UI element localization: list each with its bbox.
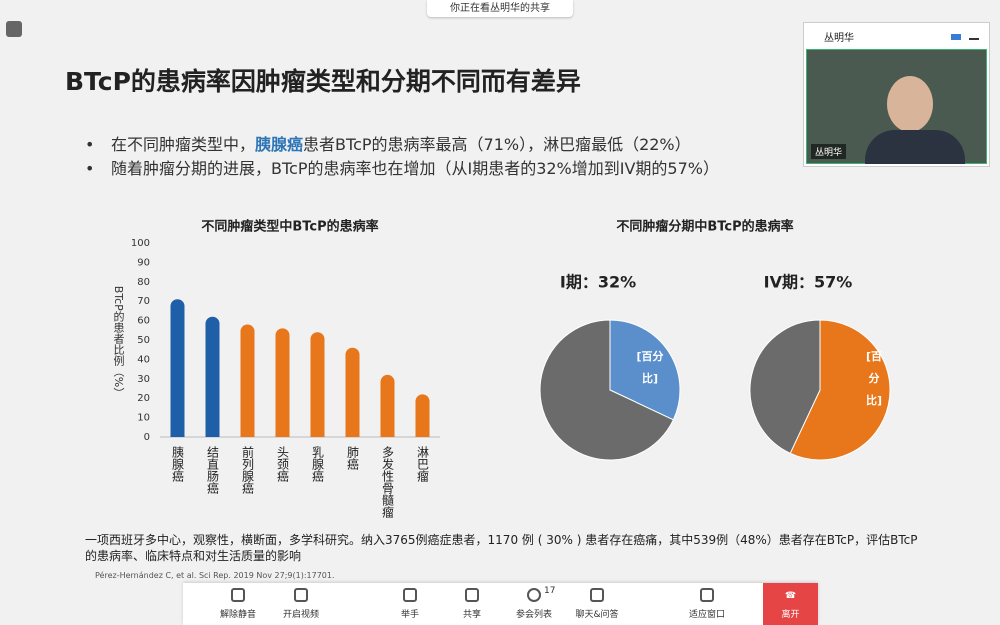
x-tick-label: 结直肠癌 — [206, 446, 220, 495]
y-tick-label: 10 — [137, 413, 150, 424]
y-tick-label: 70 — [137, 296, 150, 307]
y-tick-label: 50 — [137, 335, 150, 346]
text: 随着肿瘤分期的进展，BTcP的患病率也在增加（从I期患者的32%增加到IV期的5… — [111, 159, 719, 178]
phone-icon: ☎ — [784, 591, 797, 601]
slice-label-box: [百分比] — [865, 350, 883, 407]
video-window: 丛明华 丛明华 — [803, 22, 990, 167]
bar — [240, 324, 255, 437]
participants-button[interactable]: 参会列表 — [515, 610, 552, 620]
y-tick-label: 40 — [137, 354, 150, 365]
fit-window-button[interactable]: 适应窗口 — [688, 610, 725, 620]
raise-hand-button[interactable]: 举手 — [400, 610, 419, 620]
fit-icon — [700, 588, 714, 602]
pie-slice — [749, 319, 821, 455]
unmute-button[interactable]: 解除静音 — [219, 610, 256, 620]
x-tick-label: 头颈癌 — [276, 446, 290, 483]
bar — [415, 394, 430, 437]
bar — [170, 299, 185, 437]
study-note: 一项西班牙多中心，观察性，横断面，多学科研究。纳入3765例癌症患者，1170 … — [85, 533, 918, 563]
section-title: 不同肿瘤分期中BTcP的患病率 — [616, 219, 793, 235]
x-tick-label: 胰腺癌 — [171, 446, 185, 483]
hand-icon — [403, 588, 417, 602]
x-tick-label: 多发性骨髓瘤 — [381, 446, 395, 519]
video-title: 丛明华 — [824, 33, 854, 44]
pie-slice — [539, 319, 675, 461]
pie-slice — [789, 319, 891, 461]
exit-fullscreen-button[interactable] — [6, 21, 22, 37]
bullet: 在不同肿瘤类型中，胰腺癌患者BTcP的患病率最高（71%），淋巴瘤最低（22%） — [85, 133, 719, 157]
share-icon — [465, 588, 479, 602]
text: 在不同肿瘤类型中， — [111, 135, 256, 154]
leave-button[interactable]: ☎ 离开 — [763, 583, 818, 625]
x-tick-label: 淋巴瘤 — [416, 446, 430, 483]
slice-label: [百分比] — [865, 350, 883, 407]
share-button[interactable]: 共享 — [462, 610, 481, 620]
slice-label-box: [百分比] — [636, 350, 664, 385]
bar — [310, 332, 325, 437]
video-button[interactable]: 开启视频 — [282, 610, 319, 620]
slide-title: BTcP的患病率因肿瘤类型和分期不同而有差异 — [65, 67, 581, 96]
bar — [380, 374, 395, 437]
y-tick-label: 80 — [137, 277, 150, 288]
chart-title: 不同肿瘤类型中BTcP的患病率 — [201, 219, 378, 235]
toolbar: 解除静音 开启视频 举手 共享 17 参会列表 聊天&问答 适应窗口 ☎ 离开 — [183, 583, 818, 625]
x-tick-label: 前列腺癌 — [241, 445, 255, 495]
text: 患者BTcP的患病率最高（71%），淋巴瘤最低（22%） — [303, 135, 691, 154]
bar — [345, 347, 360, 437]
y-tick-label: 20 — [137, 393, 150, 404]
y-axis-label: BTcP的患者比例（%） — [112, 286, 125, 399]
y-tick-label: 30 — [137, 374, 150, 385]
slice-label: [百分比] — [636, 350, 664, 385]
leave-label: 离开 — [781, 610, 800, 620]
x-tick-label: 肺癌 — [346, 446, 360, 471]
pie-title: IV期：57% — [764, 273, 853, 292]
layout-button[interactable] — [951, 34, 961, 40]
bar — [205, 316, 220, 437]
highlight: 胰腺癌 — [255, 135, 304, 154]
mic-icon — [231, 588, 245, 602]
bullets: 在不同肿瘤类型中，胰腺癌患者BTcP的患病率最高（71%），淋巴瘤最低（22%）… — [85, 133, 719, 181]
share-banner: 你正在看丛明华的共享 — [427, 0, 573, 17]
y-tick-label: 90 — [137, 257, 150, 268]
chat-icon — [590, 588, 604, 602]
camera-icon — [294, 588, 308, 602]
participants-icon — [527, 588, 541, 602]
person-body — [865, 130, 965, 164]
citation: Pérez-Hernández C, et al. Sci Rep. 2019 … — [95, 571, 335, 580]
bullet: 随着肿瘤分期的进展，BTcP的患病率也在增加（从I期患者的32%增加到IV期的5… — [85, 157, 719, 181]
pie-slice — [609, 319, 681, 421]
chat-button[interactable]: 聊天&问答 — [575, 610, 619, 620]
minimize-button[interactable] — [969, 38, 979, 40]
y-tick-label: 100 — [131, 238, 150, 249]
participant-count: 17 — [544, 586, 556, 596]
video-feed: 丛明华 — [806, 49, 987, 164]
pie-title: I期：32% — [560, 273, 636, 292]
y-tick-label: 60 — [137, 316, 150, 327]
y-tick-label: 0 — [144, 432, 150, 443]
person — [887, 76, 933, 132]
bar — [275, 328, 290, 437]
video-name: 丛明华 — [811, 144, 847, 159]
x-tick-label: 乳腺癌 — [311, 446, 325, 483]
